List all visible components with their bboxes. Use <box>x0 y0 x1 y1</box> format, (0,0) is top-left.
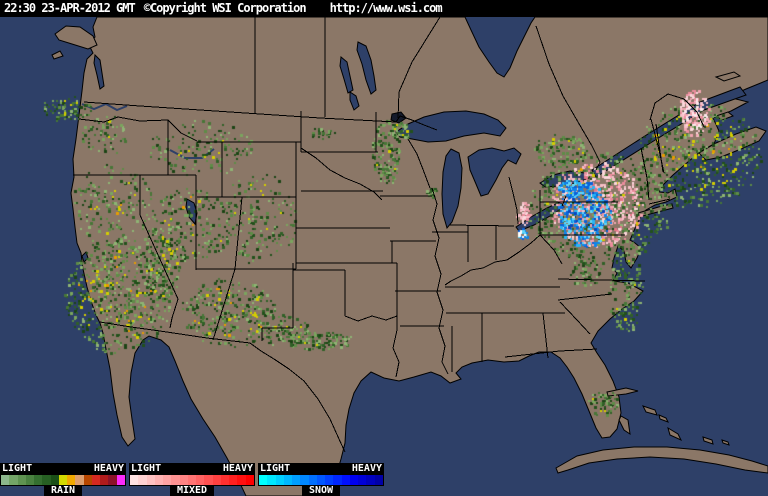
mn-wi-border <box>407 138 431 189</box>
wv-va-border <box>539 234 563 265</box>
niagara-river <box>561 195 567 207</box>
ut-co-border <box>234 196 243 270</box>
vt-nh-border <box>655 123 664 173</box>
mixed-caption: MIXED <box>169 486 215 496</box>
ny-vt-border <box>640 147 650 201</box>
maine-quebec-border <box>649 93 705 128</box>
website-url-text: http://www.wsi.com <box>329 1 443 15</box>
snow-color-scale <box>258 474 384 486</box>
legend-section-mixed: LIGHT HEAVY MIXED <box>129 463 255 496</box>
legend-section-snow: LIGHT HEAVY SNOW <box>258 463 384 496</box>
copyright-text: ©Copyright WSI Corporation <box>143 1 307 15</box>
mi-in-oh-border <box>449 224 515 227</box>
ca-nv-border <box>139 175 179 329</box>
red-river-border <box>344 315 398 322</box>
tx-la-ar-border <box>392 316 400 378</box>
az-nm-border <box>212 268 236 341</box>
sc-ga-border <box>559 301 591 335</box>
us-canada-border <box>83 101 438 131</box>
mississippi-river-border <box>431 187 449 375</box>
snow-scale-header: LIGHT HEAVY <box>258 463 384 474</box>
manitoba-ontario-border <box>397 16 441 119</box>
rain-color-scale <box>0 474 126 486</box>
rain-scale-header: LIGHT HEAVY <box>0 463 126 474</box>
mixed-scale-header: LIGHT HEAVY <box>129 463 255 474</box>
ohio-river-border <box>444 234 541 286</box>
id-mt-border <box>167 119 198 142</box>
al-ga-border <box>542 312 549 359</box>
snow-caption: SNOW <box>301 486 341 496</box>
nc-sc-border <box>557 293 613 301</box>
status-bar: 22:30 23-APR-2012 GMT ©Copyright WSI Corp… <box>0 0 768 17</box>
legend-section-rain: LIGHT HEAVY RAIN <box>0 463 126 496</box>
detroit-river <box>508 176 519 225</box>
va-nc-border <box>557 278 646 282</box>
missouri-river <box>300 147 383 201</box>
mixed-light-label: LIGHT <box>131 463 162 474</box>
radar-legend: LIGHT HEAVY RAIN LIGHT HEAVY MIXED LIGHT… <box>0 463 384 496</box>
fl-north-border <box>504 348 598 358</box>
mixed-heavy-label: HEAVY <box>222 463 253 474</box>
snow-light-label: LIGHT <box>260 463 291 474</box>
ma-ct-border <box>648 198 671 205</box>
snow-heavy-label: HEAVY <box>351 463 382 474</box>
rain-heavy-label: HEAVY <box>93 463 124 474</box>
ontario-quebec-border <box>535 25 601 171</box>
wa-or-border <box>78 116 169 123</box>
timestamp-text: 22:30 23-APR-2012 GMT <box>4 1 136 15</box>
us-mexico-border <box>99 321 346 453</box>
mixed-color-scale <box>129 474 255 486</box>
rain-light-label: LIGHT <box>2 463 33 474</box>
rain-caption: RAIN <box>43 486 83 496</box>
